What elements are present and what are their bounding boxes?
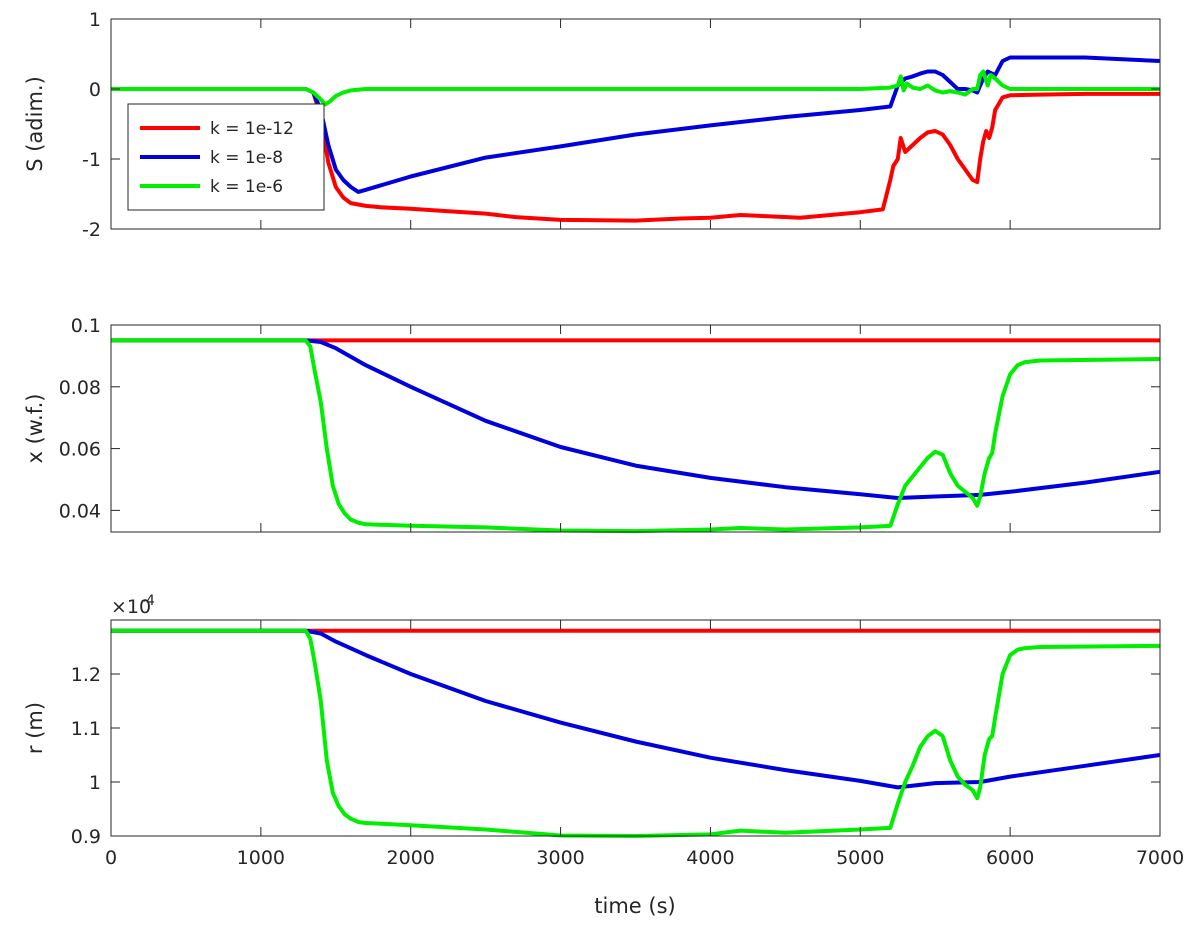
series-line-3 [111,338,1160,534]
panel-3: 0.9 1 1.1 1.2 0 1000 2000 3000 4000 5000 6000 7000 r… [23,593,1184,869]
y-axis-label: r (m) [23,702,47,754]
y-tick-label: 1 [89,772,101,794]
series-line-2 [111,338,1160,500]
panel-1: -2 -1 0 1 S (adim.) k = 1e-12 k = 1e-8 k = 1e-6 [23,9,1161,241]
series-line-3 [111,69,1160,107]
panel-2: 0.04 0.06 0.08 0.1 x (w.f.) [23,315,1161,534]
y-tick-label: -1 [82,149,101,171]
x-tick-label: 1000 [237,847,285,869]
legend-label-1: k = 1e-12 [210,119,294,139]
x-tick-label: 7000 [1136,847,1184,869]
y-tick-label: -2 [82,219,101,241]
exponent-label: ×10 [111,596,151,618]
y-tick-label: 1.2 [71,664,101,686]
x-tick-label: 6000 [986,847,1034,869]
series-line-3 [111,628,1160,838]
y-tick-label: 1 [89,9,101,31]
axes-box [110,18,1161,230]
series-group [111,628,1160,838]
legend: k = 1e-12 k = 1e-8 k = 1e-6 [127,103,325,211]
series-group [111,55,1160,223]
y-tick-label: 0.06 [59,439,101,461]
series-group [111,338,1160,534]
y-tick-label: 0.1 [71,315,101,337]
x-axis-label: time (s) [594,894,675,918]
series-line-1 [111,87,1160,223]
legend-label-3: k = 1e-6 [210,177,283,197]
legend-label-2: k = 1e-8 [210,148,283,168]
x-tick-label: 5000 [836,847,884,869]
y-tick-label: 0 [89,79,101,101]
y-tick-label: 1.1 [71,718,101,740]
x-tick-label: 0 [105,847,117,869]
x-tick-label: 2000 [387,847,435,869]
y-tick-label: 0.04 [59,500,101,522]
y-tick-label: 0.9 [71,826,101,848]
exponent-power: -4 [141,593,155,609]
series-line-2 [111,628,1160,790]
axes-box [110,324,1161,533]
y-axis-label: S (adim.) [23,76,47,172]
y-tick-label: 0.08 [59,377,101,399]
x-tick-label: 4000 [686,847,734,869]
legend-box [127,103,325,211]
axes-layer: -2 -1 0 1 S (adim.) k = 1e-12 k = 1e-8 k = 1e-6… [23,9,1184,869]
y-axis-label: x (w.f.) [23,394,47,464]
x-tick-label: 3000 [536,847,584,869]
